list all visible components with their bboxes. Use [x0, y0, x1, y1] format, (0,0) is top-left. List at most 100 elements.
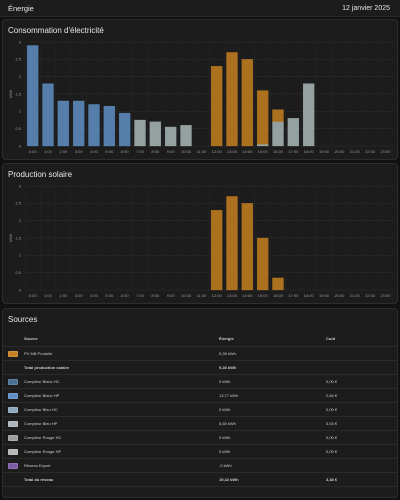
x-tick-label: 20:00: [334, 293, 345, 298]
x-tick-label: 1:00: [44, 149, 53, 154]
y-tick-label: 0.5: [15, 270, 21, 275]
source-cost: 0,53 €: [326, 421, 338, 426]
date-picker[interactable]: 12 janvier 2025: [342, 4, 390, 12]
y-tick-label: 1: [19, 109, 22, 114]
production-bar[interactable]: [256, 237, 269, 291]
source-color-swatch: [8, 378, 18, 385]
production-bar[interactable]: [241, 203, 254, 291]
y-tick-label: 3: [19, 183, 22, 188]
x-tick-label: 10:00: [181, 149, 192, 154]
x-tick-label: 4:00: [90, 149, 99, 154]
x-tick-label: 7:00: [136, 149, 145, 154]
y-tick-label: 1.5: [15, 91, 21, 96]
production-bar[interactable]: [210, 210, 223, 291]
source-swatch-cell: [8, 389, 18, 402]
production-bar[interactable]: [272, 277, 284, 291]
table-total-row: Total production solaire 9,28 kWh: [3, 361, 397, 375]
y-tick-label: 0: [19, 287, 22, 292]
consumption-bar[interactable]: [302, 83, 315, 147]
consumption-bar[interactable]: [134, 119, 146, 147]
y-tick-label: 2.5: [15, 57, 21, 62]
consumption-bar[interactable]: [287, 118, 300, 147]
x-tick-label: 19:00: [319, 149, 330, 154]
x-tick-label: 9:00: [167, 293, 176, 298]
x-tick-label: 8:00: [151, 293, 160, 298]
consumption-bar[interactable]: [88, 104, 100, 147]
consumption-bar[interactable]: [256, 144, 269, 147]
source-swatch-cell: [8, 473, 18, 486]
consumption-bar[interactable]: [210, 66, 223, 147]
x-tick-label: 15:00: [258, 293, 269, 298]
production-title: Production solaire: [8, 170, 73, 179]
source-name: Compteur Bleu HP: [24, 421, 58, 426]
source-energy: 9,28 kWh: [219, 351, 236, 356]
y-axis-label: kWh: [8, 90, 13, 98]
source-name: PV Mili Produite: [24, 351, 53, 356]
source-color-swatch: [8, 406, 18, 413]
x-tick-label: 0:00: [29, 149, 38, 154]
x-tick-label: 10:00: [181, 293, 192, 298]
source-name: Compteur Rouge HC: [24, 435, 62, 440]
source-name: Compteur Bleu HC: [24, 407, 58, 412]
source-cost: [326, 361, 386, 374]
source-name: Compteur Blanc HP: [24, 393, 60, 398]
consumption-bar[interactable]: [241, 59, 254, 147]
consumption-bar[interactable]: [118, 112, 131, 147]
x-tick-label: 23:00: [380, 149, 391, 154]
source-cost: 3,38 €: [326, 477, 338, 482]
source-swatch-cell: [8, 417, 18, 430]
consumption-bar[interactable]: [72, 100, 85, 147]
x-tick-label: 21:00: [350, 293, 361, 298]
production-bar[interactable]: [226, 196, 238, 291]
column-header-cost: Coût: [326, 336, 336, 341]
consumption-bar[interactable]: [42, 83, 54, 147]
consumption-bar[interactable]: [57, 100, 70, 147]
x-tick-label: 19:00: [319, 293, 330, 298]
consumption-bar[interactable]: [149, 121, 162, 147]
y-tick-label: 0: [19, 143, 22, 148]
source-energy: 0 kWh: [219, 407, 231, 412]
x-tick-label: 11:00: [196, 293, 206, 298]
x-tick-label: 18:00: [304, 293, 315, 298]
x-tick-label: 23:00: [380, 293, 391, 298]
x-tick-label: 5:00: [105, 149, 114, 154]
consumption-bar[interactable]: [164, 126, 177, 147]
consumption-card: Consommation d'électricité 0 0.5 1 1.5 2 2.5 3…: [2, 19, 398, 160]
source-cost: 2,84 €: [326, 393, 338, 398]
source-color-swatch: [8, 392, 18, 399]
table-row: Compteur Bleu HC 0 kWh 0,00 €: [3, 403, 397, 417]
y-tick-label: 1.5: [15, 235, 21, 240]
source-energy: 13,77 kWh: [219, 393, 239, 398]
consumption-bar[interactable]: [256, 90, 269, 145]
source-name: Réseau Export: [24, 463, 51, 468]
source-energy: -0 kWh: [219, 463, 232, 468]
x-tick-label: 22:00: [365, 149, 376, 154]
source-swatch-cell: [8, 361, 18, 374]
column-header-source: Source: [24, 336, 38, 341]
x-tick-label: 7:00: [136, 293, 145, 298]
source-color-swatch: [8, 420, 18, 427]
source-energy: 5,65 kWh: [219, 421, 236, 426]
top-bar: Énergie 12 janvier 2025: [0, 0, 400, 17]
consumption-bar[interactable]: [103, 105, 116, 147]
source-energy: 0 kWh: [219, 435, 231, 440]
x-tick-label: 14:00: [242, 293, 253, 298]
sources-card: Sources Source Énergie Coût PV Mili Prod…: [2, 308, 398, 498]
consumption-bar[interactable]: [272, 121, 284, 147]
production-card: Production solaire 0 0.5 1 1.5 2 2.5 3 0:00 1:00…: [2, 163, 398, 304]
x-tick-label: 3:00: [75, 149, 84, 154]
consumption-bar[interactable]: [26, 45, 39, 147]
x-tick-label: 16:00: [273, 149, 284, 154]
consumption-bar[interactable]: [226, 52, 238, 147]
column-header-energy: Énergie: [219, 336, 234, 341]
consumption-bar[interactable]: [272, 109, 284, 122]
x-tick-label: 15:00: [258, 149, 269, 154]
source-energy: 19,42 kWh: [219, 477, 239, 482]
x-tick-label: 17:00: [288, 293, 299, 298]
consumption-bar[interactable]: [180, 124, 192, 147]
x-tick-label: 13:00: [227, 293, 238, 298]
source-cost: [326, 347, 386, 360]
y-tick-label: 2: [19, 74, 22, 79]
table-row: Compteur Blanc HC 0 kWh 0,00 €: [3, 375, 397, 389]
source-name: Compteur Blanc HC: [24, 379, 60, 384]
